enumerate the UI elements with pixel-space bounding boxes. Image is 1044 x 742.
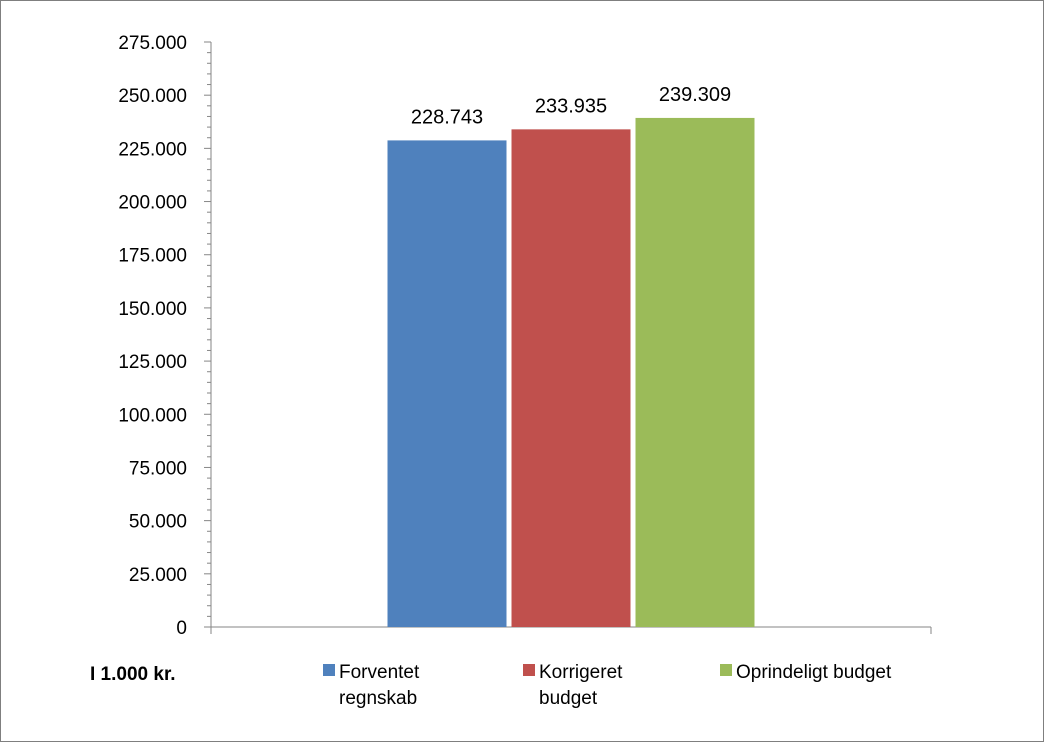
y-tick-label: 25.000 [129, 565, 187, 586]
y-tick-label: 275.000 [118, 33, 187, 54]
y-tick-label: 175.000 [118, 246, 187, 267]
y-tick-label: 200.000 [118, 193, 187, 214]
bars [387, 117, 755, 628]
bar [635, 117, 755, 627]
y-tick-label: 50.000 [129, 512, 187, 533]
legend-swatch [523, 664, 535, 676]
y-tick-label: 150.000 [118, 299, 187, 320]
y-tick-label: 100.000 [118, 405, 187, 426]
legend-item: Korrigeret budget [523, 662, 623, 709]
bar-data-label: 233.935 [535, 95, 607, 117]
legend: Forventet regnskab Korrigeret budget Oprinde… [323, 662, 892, 709]
y-tick-label: 225.000 [118, 139, 187, 160]
bar-data-label: 239.309 [659, 84, 731, 106]
y-axis: 0 25.000 50.000 75.000 100.000 125.000 150.000… [118, 33, 212, 639]
y-tick-label: 250.000 [118, 86, 187, 107]
legend-label: Korrigeret [539, 662, 623, 683]
legend-label: budget [539, 688, 598, 709]
legend-label: regnskab [339, 688, 417, 709]
legend-swatch [720, 664, 732, 676]
legend-label: Forventet [339, 662, 420, 683]
unit-label: I 1.000 kr. [90, 664, 176, 685]
bar [511, 129, 631, 628]
bar [387, 140, 507, 628]
data-labels: 228.743 233.935 239.309 [411, 84, 731, 128]
legend-item: Forventet regnskab [323, 662, 420, 709]
legend-swatch [323, 664, 335, 676]
y-tick-label: 75.000 [129, 458, 187, 479]
y-tick-label: 0 [176, 618, 187, 639]
y-tick-label: 125.000 [118, 352, 187, 373]
bar-data-label: 228.743 [411, 106, 483, 128]
legend-label: Oprindeligt budget [736, 662, 892, 683]
legend-item: Oprindeligt budget [720, 662, 892, 683]
